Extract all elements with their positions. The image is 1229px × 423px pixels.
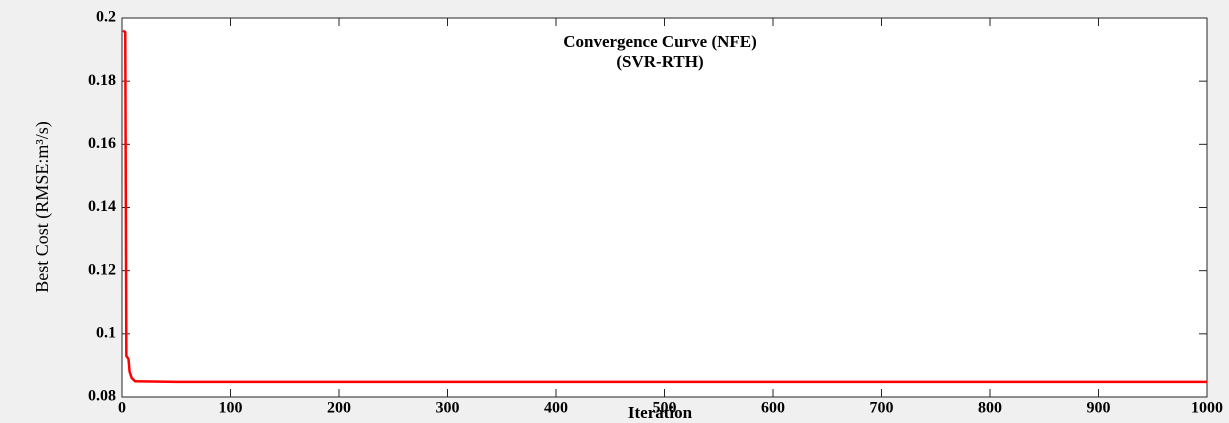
y-tick-label: 0.1 [96, 325, 116, 342]
x-tick-label: 300 [436, 400, 460, 417]
y-tick-label: 0.18 [88, 72, 116, 89]
x-tick-label: 0 [118, 400, 126, 417]
chart-subtitle: (SVR-RTH) [616, 52, 703, 71]
y-tick-label: 0.16 [88, 135, 116, 152]
x-tick-label: 500 [653, 400, 677, 417]
x-tick-label: 400 [544, 400, 568, 417]
chart-title: Convergence Curve (NFE) [563, 32, 757, 51]
x-tick-label: 100 [219, 400, 243, 417]
data-line [122, 29, 1207, 384]
x-tick-label: 700 [870, 400, 894, 417]
plot-area [121, 17, 1208, 398]
x-tick-label: 800 [978, 400, 1002, 417]
x-tick-label: 900 [1087, 400, 1111, 417]
x-tick-label: 1000 [1191, 400, 1223, 417]
y-tick-label: 0.2 [96, 9, 116, 26]
x-axis-label: Iteration [628, 403, 693, 422]
y-axis-label: Best Cost (RMSE:m³/s) [32, 121, 53, 292]
x-tick-label: 200 [327, 400, 351, 417]
y-tick-label: 0.12 [88, 261, 116, 278]
y-tick-label: 0.14 [88, 198, 116, 215]
y-tick-label: 0.08 [88, 388, 116, 405]
x-tick-label: 600 [761, 400, 785, 417]
